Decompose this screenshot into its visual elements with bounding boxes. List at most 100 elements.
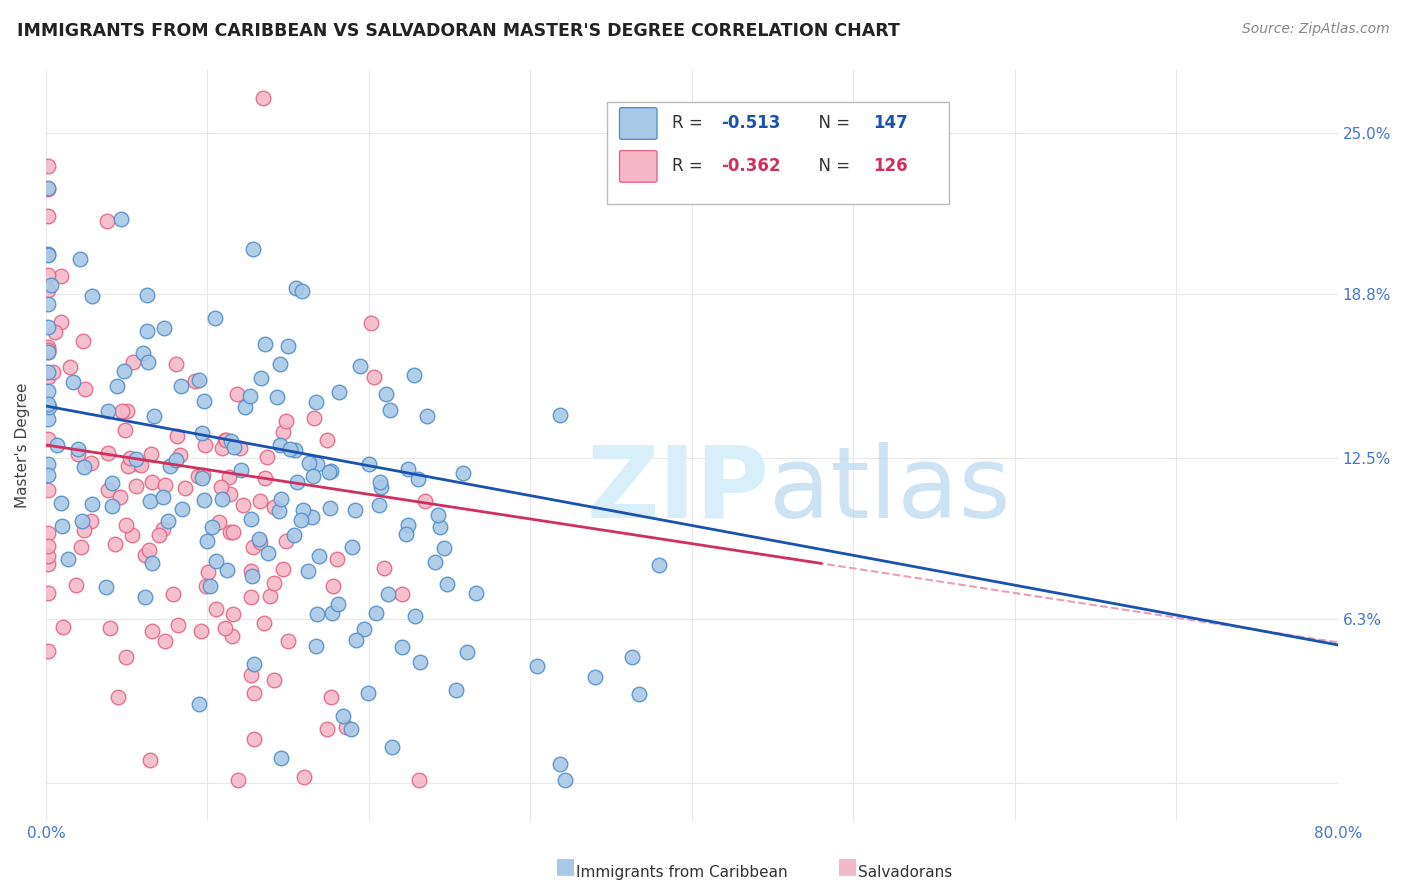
Point — [222, 525, 245, 540]
Point — [165, 453, 187, 467]
Point — [37, 181, 59, 195]
Text: Immigrants from Caribbean: Immigrants from Caribbean — [576, 865, 789, 880]
Point — [153, 478, 176, 492]
Point — [396, 518, 419, 533]
Point — [211, 492, 233, 507]
Point — [37, 159, 59, 173]
Point — [37, 297, 59, 311]
Point — [96, 580, 118, 594]
Point — [315, 434, 337, 448]
Point — [46, 438, 69, 452]
Point — [239, 389, 262, 403]
Point — [122, 354, 145, 368]
Point — [138, 354, 160, 368]
Point — [242, 540, 264, 554]
Point — [319, 501, 342, 516]
Point — [242, 242, 264, 256]
Point — [100, 475, 122, 490]
Point — [69, 252, 91, 266]
Point — [165, 357, 187, 371]
Point — [37, 340, 59, 354]
Point — [139, 753, 162, 767]
Point — [117, 458, 139, 473]
Point — [37, 345, 59, 359]
Point — [170, 502, 193, 516]
Point — [269, 357, 291, 371]
Point — [308, 549, 330, 564]
Point — [37, 181, 59, 195]
Point — [239, 591, 262, 605]
Point — [406, 472, 429, 486]
Point — [139, 446, 162, 460]
Point — [380, 402, 402, 417]
Point — [37, 343, 59, 357]
Point — [56, 551, 79, 566]
Point — [58, 360, 80, 375]
Point — [326, 597, 349, 611]
Point — [107, 690, 129, 704]
Point — [37, 248, 59, 262]
Point — [368, 475, 391, 489]
Point — [305, 458, 328, 472]
Point — [132, 346, 155, 360]
Point — [37, 319, 59, 334]
Point — [188, 373, 211, 387]
Point — [118, 450, 141, 465]
Point — [152, 491, 174, 505]
Point — [37, 384, 59, 398]
Point — [198, 579, 221, 593]
Point — [283, 528, 305, 542]
Point — [628, 687, 651, 701]
Point — [297, 564, 319, 578]
Point — [208, 515, 231, 529]
Point — [436, 577, 458, 591]
Point — [101, 499, 124, 513]
Point — [209, 480, 232, 494]
Point — [326, 552, 349, 566]
Point — [153, 320, 176, 334]
Point — [37, 344, 59, 359]
Point — [322, 579, 344, 593]
Point — [193, 493, 215, 508]
Point — [73, 460, 96, 475]
Point — [349, 359, 371, 373]
Point — [37, 412, 59, 426]
Text: ■: ■ — [837, 856, 858, 876]
Text: 147: 147 — [873, 114, 907, 133]
Point — [66, 442, 89, 456]
Point — [373, 560, 395, 574]
Text: IMMIGRANTS FROM CARIBBEAN VS SALVADORAN MASTER'S DEGREE CORRELATION CHART: IMMIGRANTS FROM CARIBBEAN VS SALVADORAN … — [17, 22, 900, 40]
Point — [321, 690, 343, 704]
Point — [188, 697, 211, 711]
Point — [226, 386, 249, 401]
FancyBboxPatch shape — [620, 108, 657, 139]
Point — [263, 500, 285, 515]
Y-axis label: Master's Degree: Master's Degree — [15, 383, 30, 508]
Point — [253, 616, 276, 631]
Text: -0.362: -0.362 — [721, 157, 782, 176]
Point — [270, 751, 292, 765]
Point — [374, 387, 396, 401]
Point — [52, 620, 75, 634]
FancyBboxPatch shape — [606, 103, 949, 204]
Point — [37, 268, 59, 283]
Point — [37, 432, 59, 446]
Point — [360, 316, 382, 330]
Point — [121, 527, 143, 541]
Point — [254, 337, 277, 351]
Point — [269, 438, 291, 452]
Point — [370, 480, 392, 494]
Point — [247, 532, 270, 546]
Point — [285, 475, 308, 489]
Point — [37, 586, 59, 600]
Text: 126: 126 — [873, 157, 907, 176]
Point — [456, 644, 478, 658]
Point — [396, 462, 419, 476]
Point — [169, 448, 191, 462]
Point — [302, 468, 325, 483]
Point — [270, 491, 292, 506]
Point — [433, 541, 456, 556]
Point — [583, 670, 606, 684]
Point — [429, 520, 451, 534]
Point — [62, 375, 84, 389]
